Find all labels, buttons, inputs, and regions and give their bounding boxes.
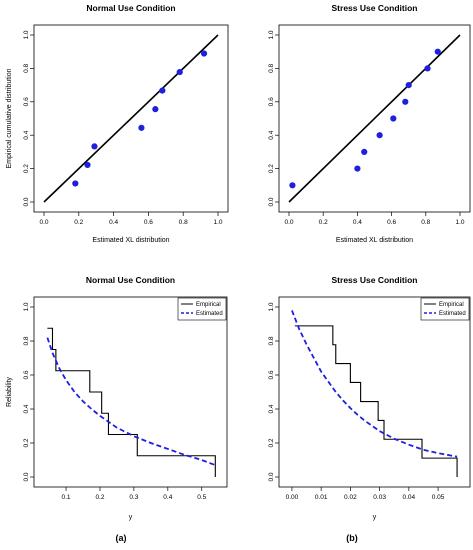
chart-title: Normal Use Condition	[86, 275, 175, 285]
x-tick-label: 0.03	[373, 494, 386, 501]
y-tick-label: 0.8	[23, 64, 30, 73]
x-tick-label: 1.0	[455, 219, 464, 226]
x-tick-label: 0.8	[179, 219, 188, 226]
x-tick-label: 1.0	[213, 219, 222, 226]
x-tick-label: 0.1	[62, 494, 71, 501]
plot-frame	[278, 296, 471, 488]
series-estimated-line	[291, 310, 458, 458]
data-point	[84, 161, 91, 169]
data-point	[390, 115, 397, 122]
chart-title: Normal Use Condition	[86, 3, 175, 13]
y-tick-label: 0.8	[268, 336, 275, 345]
y-tick-label: 0.6	[23, 370, 30, 379]
x-tick-label: 0.6	[387, 219, 396, 226]
data-point	[289, 182, 296, 189]
chart-title: Stress Use Condition	[332, 275, 418, 285]
data-point	[376, 132, 383, 139]
data-point	[354, 165, 361, 172]
x-tick-label: 0.5	[197, 494, 206, 501]
y-tick-label: 0.0	[268, 472, 275, 481]
y-axis-label: Reliability	[6, 377, 13, 407]
caption-a: (a)	[116, 533, 127, 543]
series-empirical-line	[294, 325, 458, 477]
x-tick-label: 0.02	[344, 494, 357, 501]
x-tick-label: 0.4	[353, 219, 362, 226]
y-tick-label: 0.6	[268, 97, 275, 106]
plot-frame	[278, 24, 471, 213]
y-tick-label: 0.2	[268, 164, 275, 173]
chart-title: Stress Use Condition	[332, 3, 418, 13]
plot-frame	[33, 296, 228, 488]
y-tick-label: 0.4	[23, 130, 30, 139]
x-tick-label: 0.2	[74, 219, 83, 226]
data-point	[402, 98, 409, 105]
x-tick-label: 0.0	[284, 219, 293, 226]
y-tick-label: 0.8	[23, 336, 30, 345]
data-point	[138, 124, 145, 131]
x-axis-label: Estimated XL distribution	[336, 237, 413, 244]
data-point	[424, 65, 431, 72]
series-empirical-line	[47, 327, 216, 477]
x-tick-label: 0.8	[421, 219, 430, 226]
data-point	[361, 148, 368, 155]
data-point	[434, 48, 441, 55]
reliability-plot-stress: Stress Use Condition 0.0 0.2 0.4 0.6 0.8 1.0 0.…	[268, 275, 471, 521]
x-axis-label: Estimated XL distribution	[92, 237, 169, 244]
x-tick-label: 0.3	[129, 494, 138, 501]
caption-b: (b)	[346, 533, 358, 543]
y-tick-label: 0.0	[23, 197, 30, 206]
y-tick-label: 0.2	[23, 164, 30, 173]
legend-label: Estimated	[439, 311, 466, 317]
x-tick-label: 0.00	[286, 494, 299, 501]
x-tick-label: 0.4	[109, 219, 118, 226]
x-tick-label: 0.2	[319, 219, 328, 226]
series-estimated-line	[46, 337, 216, 466]
y-axis-label: Empirical cumulative distribution	[6, 68, 13, 168]
data-point	[200, 50, 208, 57]
data-point	[405, 82, 412, 89]
legend-label: Empirical	[439, 302, 464, 308]
y-tick-label: 1.0	[268, 302, 275, 311]
data-point	[176, 68, 183, 76]
y-tick-label: 0.6	[268, 370, 275, 379]
y-tick-label: 0.8	[268, 64, 275, 73]
y-tick-label: 0.4	[268, 130, 275, 139]
x-tick-label: 0.05	[432, 494, 445, 501]
y-tick-label: 0.4	[23, 404, 30, 413]
y-tick-label: 0.6	[23, 97, 30, 106]
y-tick-label: 0.2	[23, 438, 30, 447]
data-point	[159, 87, 166, 94]
x-tick-label: 0.4	[163, 494, 172, 501]
data-point	[152, 106, 159, 113]
y-tick-label: 1.0	[23, 30, 30, 39]
y-tick-label: 0.0	[23, 472, 30, 481]
x-tick-label: 0.01	[315, 494, 328, 501]
legend-label: Empirical	[196, 302, 221, 308]
x-tick-label: 0.0	[39, 219, 48, 226]
reference-line	[288, 34, 461, 203]
x-tick-label: 0.6	[144, 219, 153, 226]
y-tick-label: 0.2	[268, 438, 275, 447]
x-axis-label: y	[373, 514, 377, 521]
y-tick-label: 0.4	[268, 404, 275, 413]
y-tick-label: 1.0	[23, 302, 30, 311]
qq-plot-normal: Normal Use Condition 0.0 0.2 0.4 0.6 0.8 1.0 0.…	[6, 3, 229, 244]
x-tick-label: 0.04	[403, 494, 416, 501]
data-point	[72, 180, 79, 187]
reference-line	[43, 34, 219, 203]
x-tick-label: 0.2	[95, 494, 104, 501]
data-point	[91, 143, 98, 150]
legend-label: Estimated	[196, 311, 223, 317]
plot-frame	[33, 24, 229, 213]
qq-plot-stress: Stress Use Condition 0.0 0.2 0.4 0.6 0.8 1.0 0.…	[268, 3, 471, 244]
y-tick-label: 1.0	[268, 30, 275, 39]
y-tick-label: 0.0	[268, 197, 275, 206]
x-axis-label: y	[129, 514, 133, 521]
reliability-plot-normal: Normal Use Condition 0.0 0.2 0.4 0.6 0.8 1.0 0.…	[6, 275, 228, 521]
